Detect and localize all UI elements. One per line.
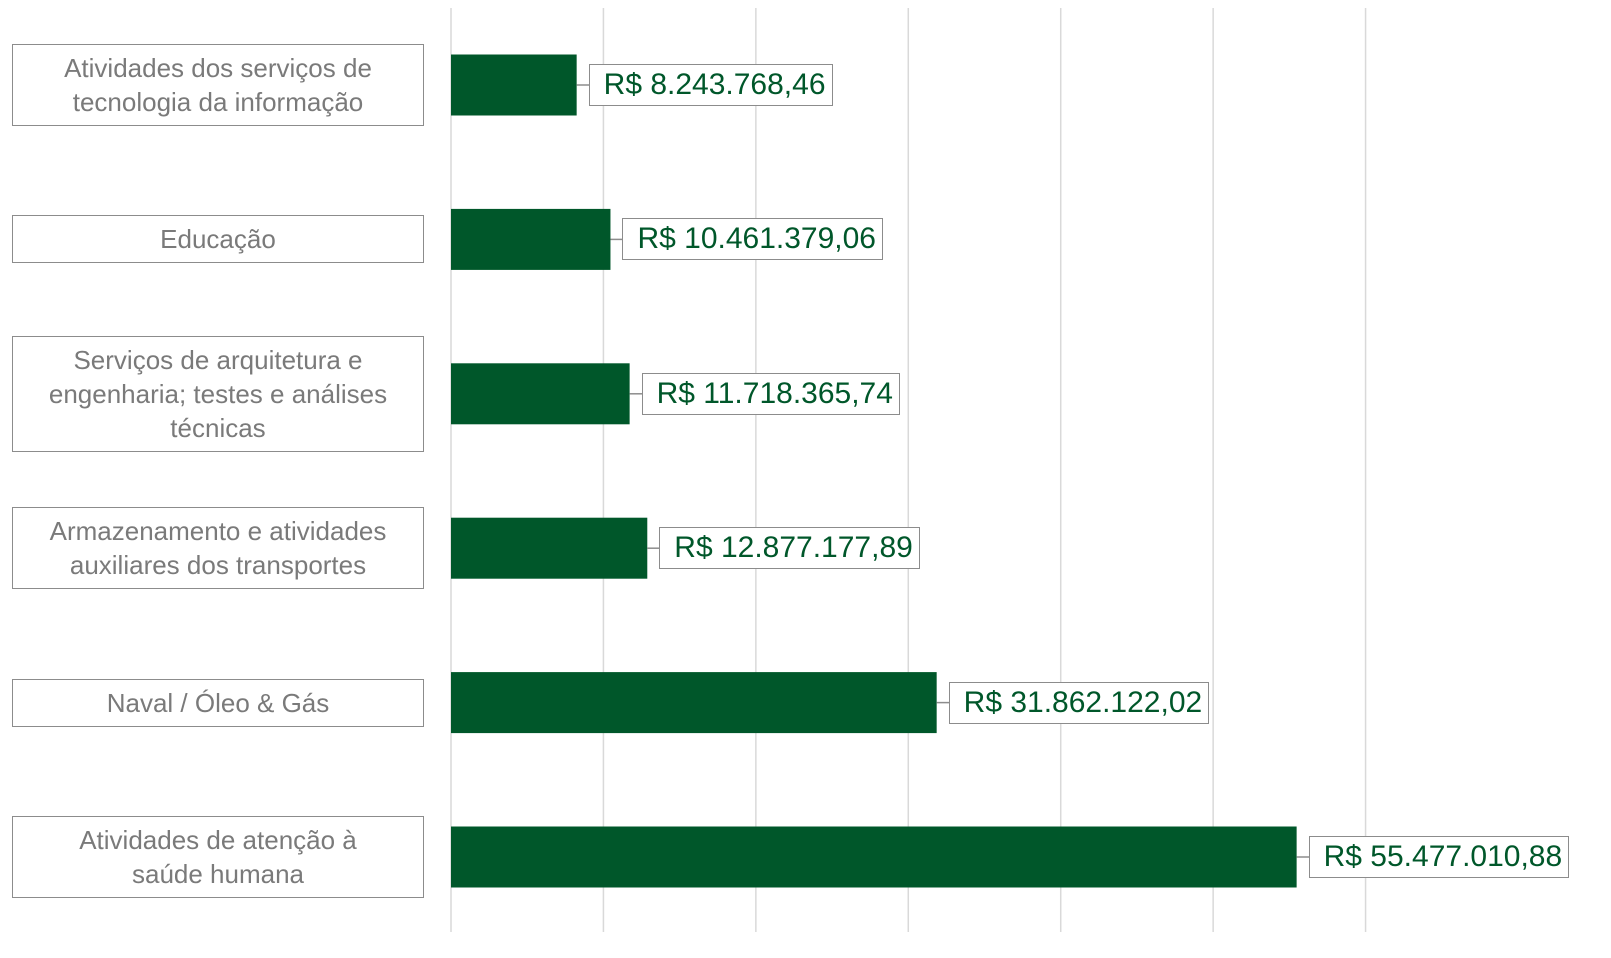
bar	[451, 208, 611, 270]
category-label: Atividades de atenção à saúde humana	[12, 816, 424, 898]
category-label: Armazenamento e atividades auxiliares do…	[12, 507, 424, 590]
value-label: R$ 31.862.122,02	[948, 681, 1210, 724]
bar	[451, 672, 937, 734]
bar	[451, 517, 648, 579]
value-label: R$ 11.718.365,74	[641, 372, 900, 415]
value-label: R$ 8.243.768,46	[588, 64, 833, 106]
value-label: R$ 55.477.010,88	[1308, 836, 1570, 878]
category-label: Serviços de arquitetura e engenharia; te…	[12, 335, 424, 452]
bar	[451, 54, 577, 116]
category-label: Educação	[12, 215, 424, 264]
category-label: Atividades dos serviços de tecnologia da…	[12, 44, 424, 126]
value-label: R$ 12.877.177,89	[659, 527, 920, 570]
bar	[451, 363, 630, 425]
category-label: Naval / Óleo & Gás	[12, 678, 424, 727]
bar	[451, 826, 1297, 888]
value-label: R$ 10.461.379,06	[622, 218, 883, 261]
